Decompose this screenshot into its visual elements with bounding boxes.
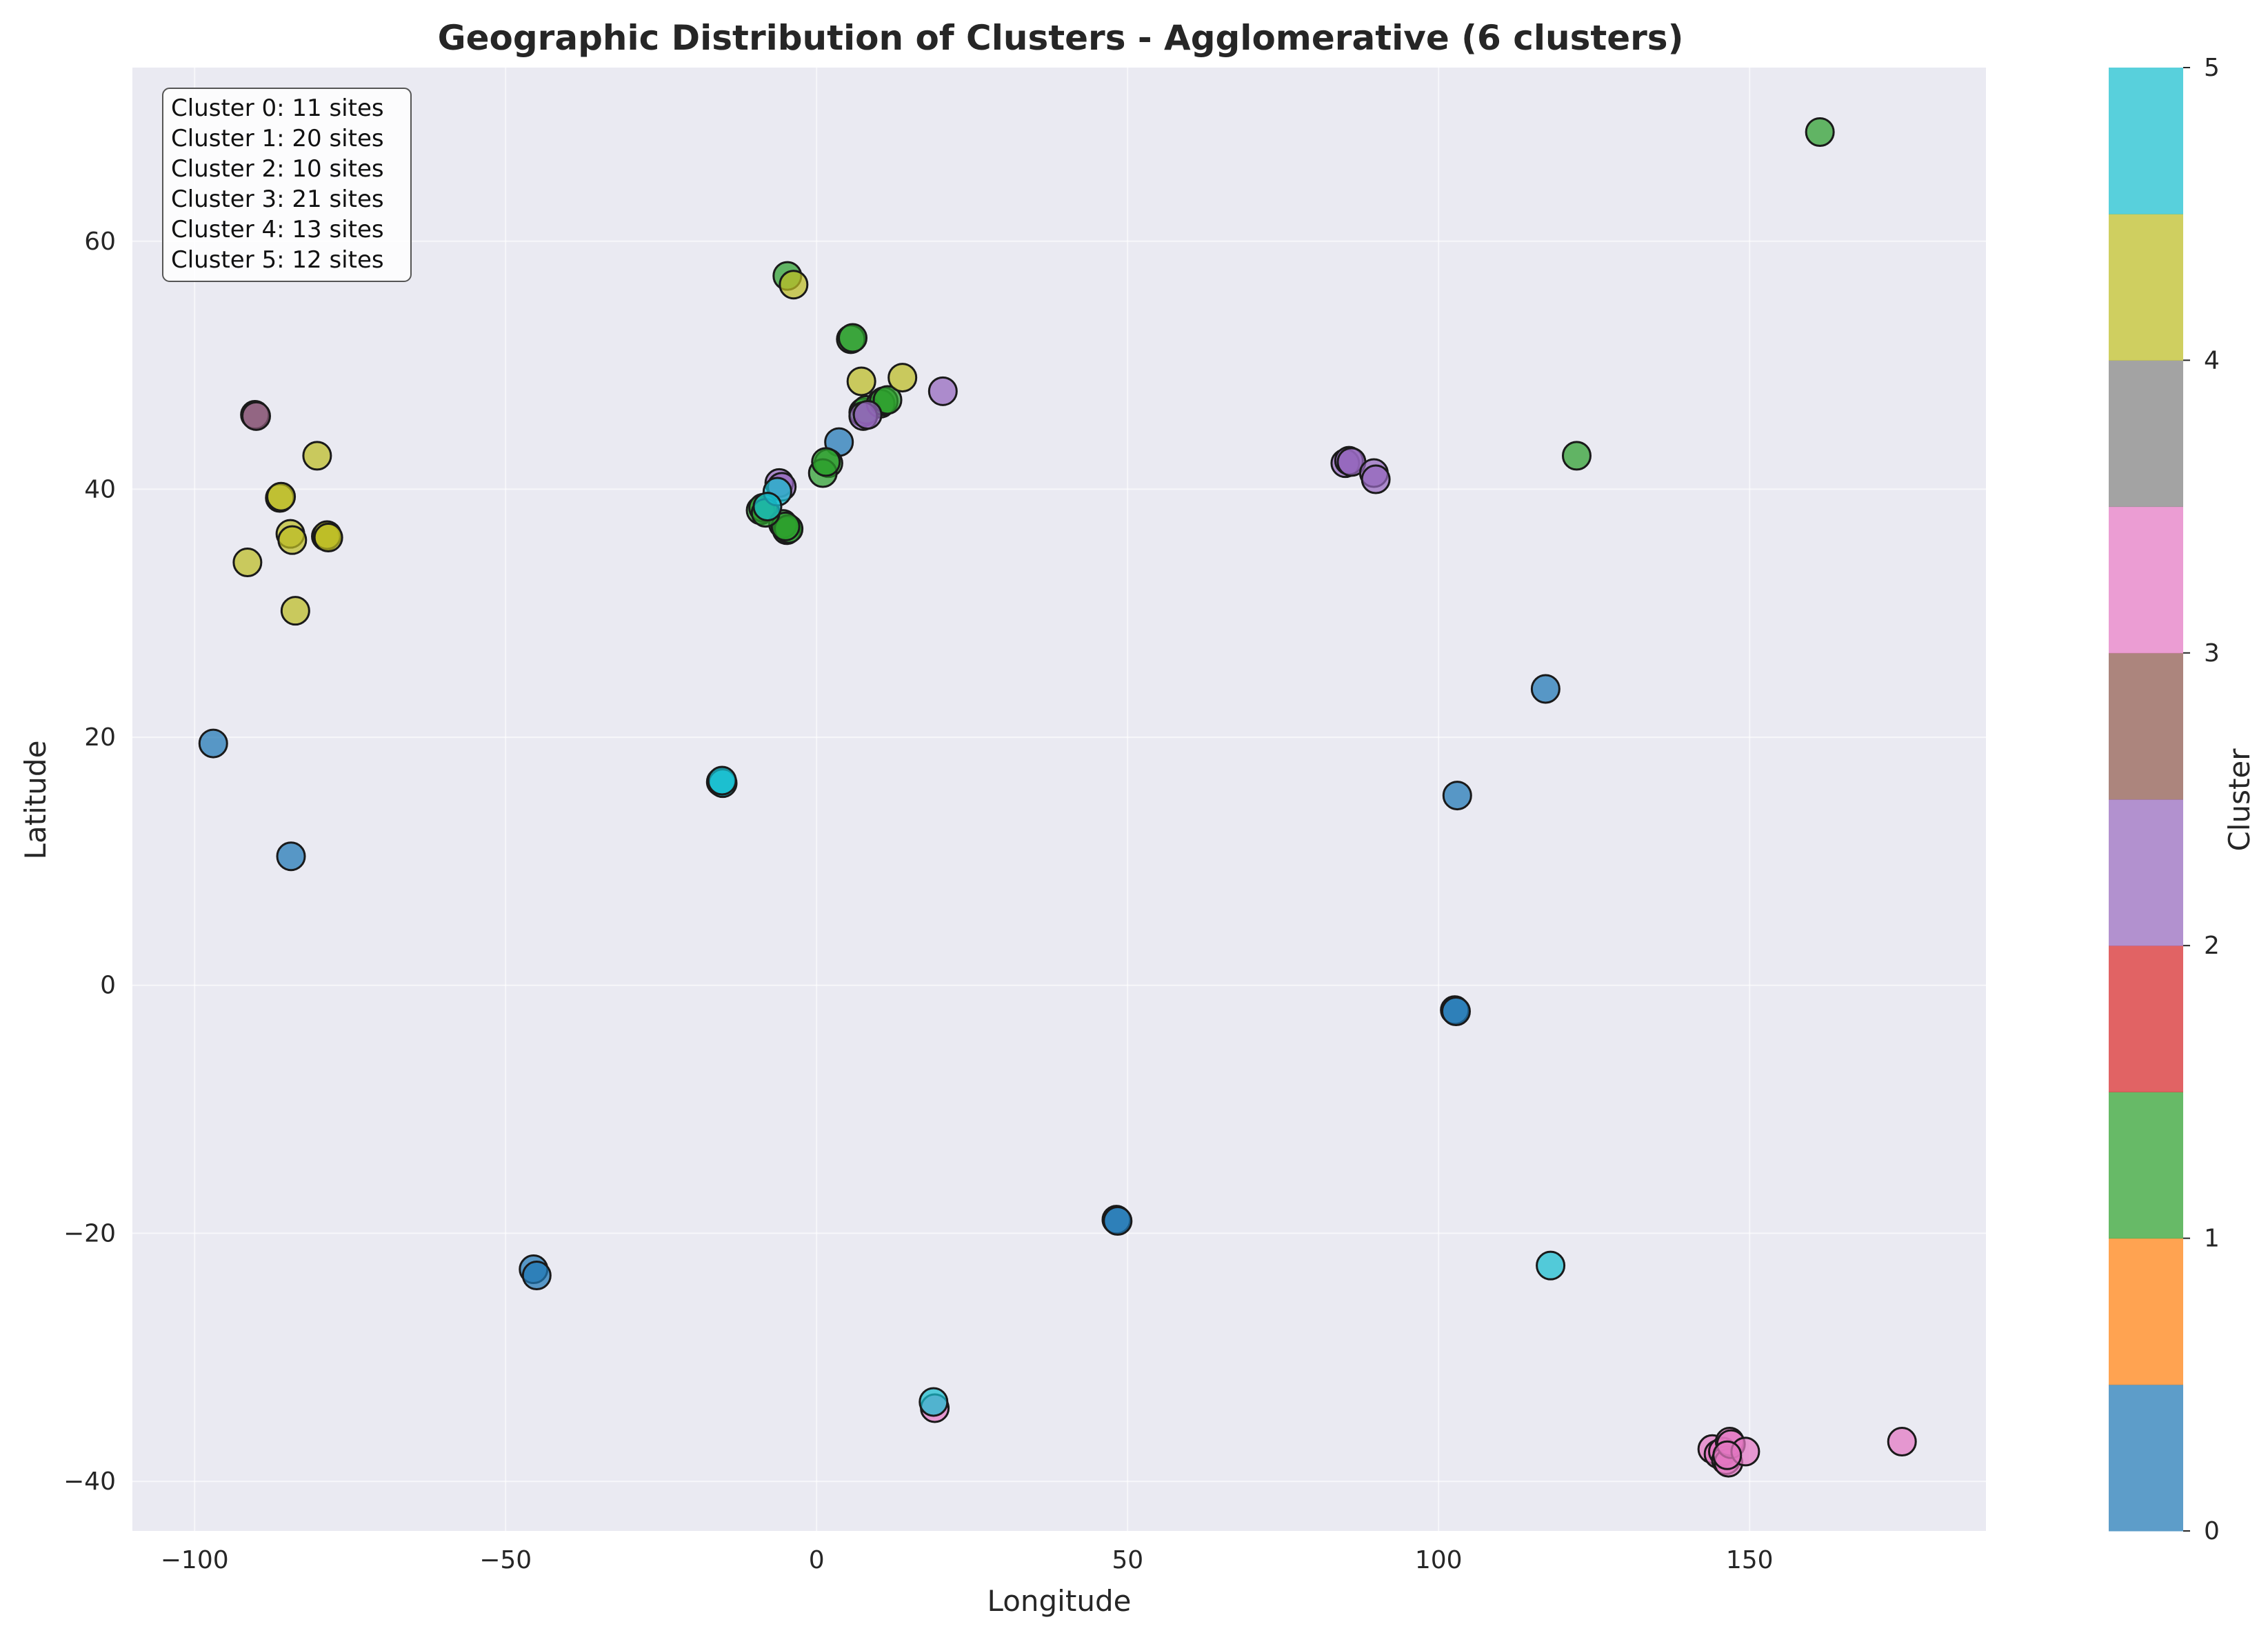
cluster-summary-box: Cluster 0: 11 sites Cluster 1: 20 sites … [162,88,412,282]
colorbar-segment [2109,506,2183,654]
x-tick-label: 50 [1112,1546,1143,1574]
data-point [1441,996,1471,1027]
y-tick-label: 40 [84,475,116,503]
data-point [1103,1205,1133,1236]
x-tick-label: −50 [479,1546,532,1574]
y-tick-label: 60 [84,228,116,256]
data-point [1712,1440,1743,1470]
colorbar-tick-label: 0 [2204,1517,2220,1545]
data-point [266,481,297,512]
data-point [1442,781,1472,811]
summary-line: Cluster 5: 12 sites [171,246,384,274]
colorbar: 0 1 2 3 4 5 [2109,54,2220,1545]
data-point [872,385,903,415]
x-tick-label: 100 [1415,1546,1463,1574]
data-point [707,765,737,796]
data-point [521,1261,552,1291]
data-point [811,447,841,477]
data-point [927,376,958,406]
axis-ticks: −100 −50 0 50 100 150 −40 −20 0 20 40 60 [63,228,1774,1574]
colorbar-segment [2109,1092,2183,1239]
y-tick-label: 20 [84,723,116,752]
x-axis-label: Longitude [987,1584,1132,1618]
scatter-points [198,117,1917,1478]
summary-box-frame [162,88,412,282]
colorbar-segment [2109,945,2183,1092]
colorbar-tick-label: 2 [2204,932,2220,960]
colorbar-segment [2109,1238,2183,1385]
chart-title: Geographic Distribution of Clusters - Ag… [438,18,1684,58]
y-axis-label: Latitude [19,741,52,860]
colorbar-tick-label: 1 [2204,1225,2220,1253]
data-point [1561,441,1592,471]
x-tick-label: 0 [809,1546,825,1574]
data-point [280,596,310,626]
data-point [852,400,883,430]
data-point [779,270,809,300]
data-point [1805,117,1835,148]
plot-area [132,68,1986,1531]
colorbar-segment [2109,1384,2183,1532]
data-point [838,323,868,353]
colorbar-segment [2109,68,2183,214]
data-point [1536,1250,1566,1281]
data-point [277,525,308,555]
y-tick-label: −20 [63,1219,116,1248]
x-tick-label: 150 [1726,1546,1774,1574]
data-point [276,841,306,872]
summary-line: Cluster 1: 20 sites [171,125,384,152]
y-tick-label: −40 [63,1467,116,1496]
colorbar-segment [2109,652,2183,800]
data-point [198,728,228,759]
colorbar-tick-label: 4 [2204,346,2220,374]
x-tick-label: −100 [161,1546,229,1574]
data-point [846,366,876,397]
data-point [1530,674,1560,704]
data-point [302,441,332,471]
colorbar-tick-label: 5 [2204,54,2220,82]
data-point [919,1387,949,1417]
data-point [1887,1427,1917,1457]
data-point [232,548,263,578]
data-point [1361,464,1391,494]
data-point [887,363,918,393]
data-point [241,401,272,431]
colorbar-tick-label: 3 [2204,639,2220,668]
y-tick-label: 0 [100,972,116,1000]
colorbar-segment [2109,360,2183,508]
colorbar-segment [2109,214,2183,361]
summary-line: Cluster 4: 13 sites [171,216,384,243]
colorbar-segment [2109,799,2183,946]
grid-lines [132,68,1986,1531]
summary-line: Cluster 0: 11 sites [171,94,384,122]
summary-line: Cluster 3: 21 sites [171,186,384,213]
data-point [313,523,343,553]
data-point [752,492,783,522]
colorbar-label: Cluster [2222,748,2256,852]
summary-line: Cluster 2: 10 sites [171,155,384,183]
